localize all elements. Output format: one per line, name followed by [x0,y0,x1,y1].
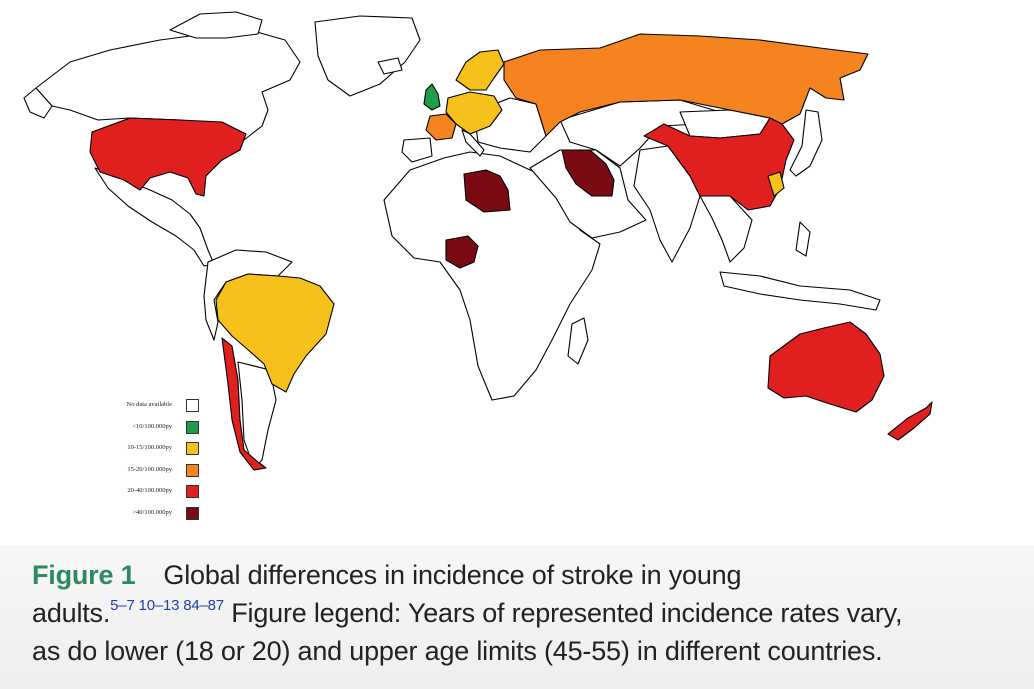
legend-label: <10/100.000py [132,422,172,430]
legend-item: >40/100.000py [70,506,210,528]
caption-band [0,545,1034,689]
country-iran [561,149,615,197]
iceland [377,57,403,75]
world-map [23,11,933,471]
country-germany-central-europe [445,91,503,135]
legend-item: 20-40/100.000py [70,484,210,506]
madagascar [567,317,589,365]
africa [383,151,601,401]
caption-line-1: Figure 1 Global differences in incidence … [32,556,1022,594]
map-legend: No data available <10/100.000py 10-15/100.… [70,398,210,527]
caption-references[interactable]: 5–7 10–13 84–87 [110,597,224,614]
country-brazil [215,273,335,393]
legend-label: >40/100.000py [132,508,172,516]
country-united-states [89,117,247,197]
legend-item: <10/100.000py [70,420,210,442]
canada-islands [169,11,263,39]
country-australia [767,321,885,413]
spain [401,137,433,163]
caption-text-2-start: adults. [32,598,111,628]
country-nigeria [445,235,479,269]
legend-label: 15-20/100.000py [127,465,172,473]
japan [789,109,823,177]
country-united-kingdom [423,83,441,111]
legend-swatch [186,399,199,412]
country-russia [503,33,869,137]
legend-label: No data available [126,401,172,408]
legend-label: 10-15/100.000py [127,444,172,451]
figure-caption: Figure 1 Global differences in incidence … [32,556,1022,670]
data-countries [89,33,933,471]
legend-item: No data available [70,398,210,420]
legend-swatch [186,420,199,434]
legend-label: 20-40/100.000py [127,487,172,494]
legend-swatch [186,506,199,520]
canada [35,29,301,141]
no-data-landmasses [23,11,881,469]
country-new-zealand [887,401,933,441]
caption-line-2: adults.5–7 10–13 84–87 Figure legend: Ye… [32,594,1022,632]
alaska [23,87,53,119]
china-east-coast-region [767,171,785,197]
caption-text-2-end: Figure legend: Years of represented inci… [223,598,903,628]
legend-item: 15-20/100.000py [70,463,210,485]
legend-swatch [186,463,199,477]
caption-line-3: as do lower (18 or 20) and upper age lim… [32,636,883,666]
figure-label: Figure 1 [32,560,136,590]
indonesia [719,271,881,311]
legend-item: 10-15/100.000py [70,441,210,463]
country-france [425,113,457,141]
southeast-asia [699,195,753,263]
country-libya [463,169,511,213]
legend-swatch [186,442,199,455]
country-italy [461,129,485,157]
world-map-svg [23,11,933,471]
legend-swatch [186,485,199,498]
country-chile [221,337,267,471]
country-china [643,117,795,211]
greenland [314,15,421,97]
philippines [795,221,811,257]
country-scandinavia [455,49,505,91]
caption-text-1: Global differences in incidence of strok… [163,560,742,590]
